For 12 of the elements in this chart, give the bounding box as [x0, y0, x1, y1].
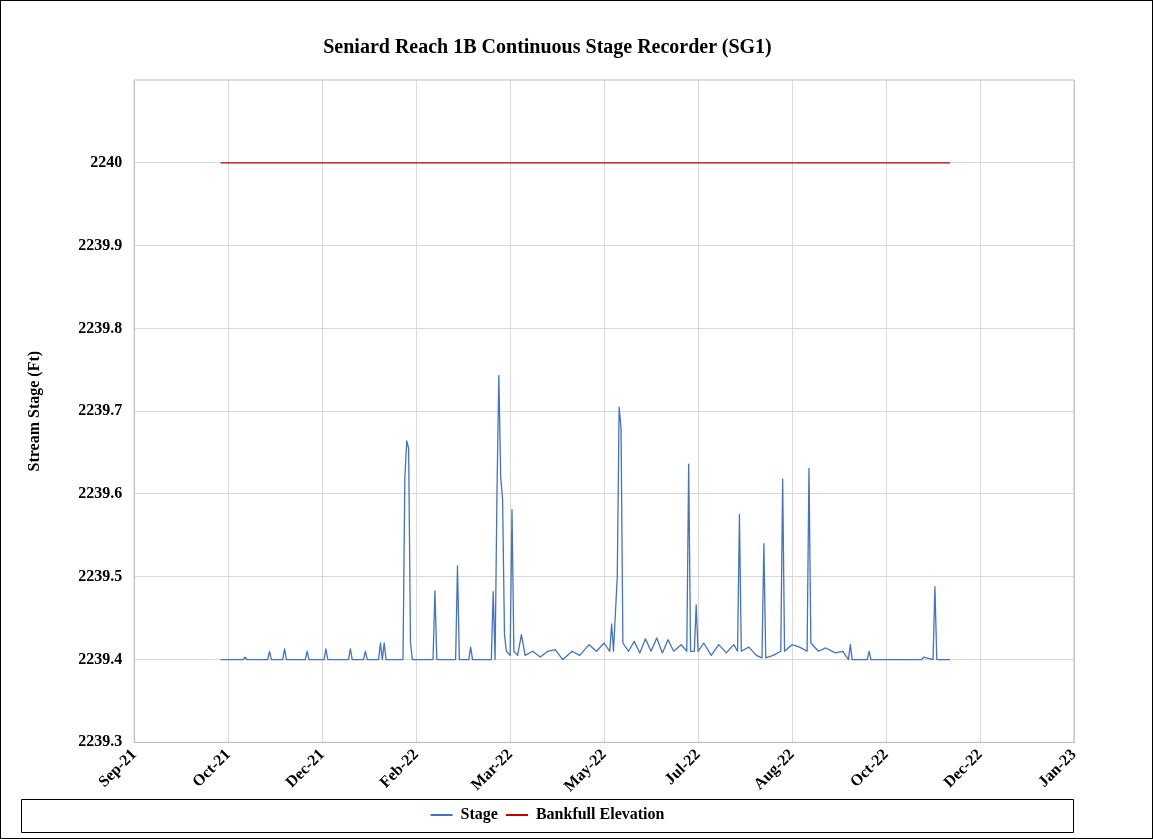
y-tick-label: 2239.9	[78, 235, 123, 253]
chart-title: Seniard Reach 1B Continuous Stage Recorder (SG1)	[323, 35, 772, 59]
y-tick-label: 2239.5	[78, 566, 123, 584]
y-tick-label: 2239.6	[78, 484, 123, 502]
legend-label: Bankfull Elevation	[535, 805, 665, 823]
y-tick-label: 2239.4	[78, 649, 123, 667]
y-tick-label: 2240	[90, 152, 123, 170]
legend-label: Stage	[460, 805, 498, 824]
y-axis-title: Stream Stage (Ft)	[24, 350, 43, 472]
y-tick-label: 2239.8	[78, 318, 123, 336]
y-tick-label: 2239.7	[78, 401, 123, 419]
y-tick-label: 2239.3	[78, 732, 123, 750]
